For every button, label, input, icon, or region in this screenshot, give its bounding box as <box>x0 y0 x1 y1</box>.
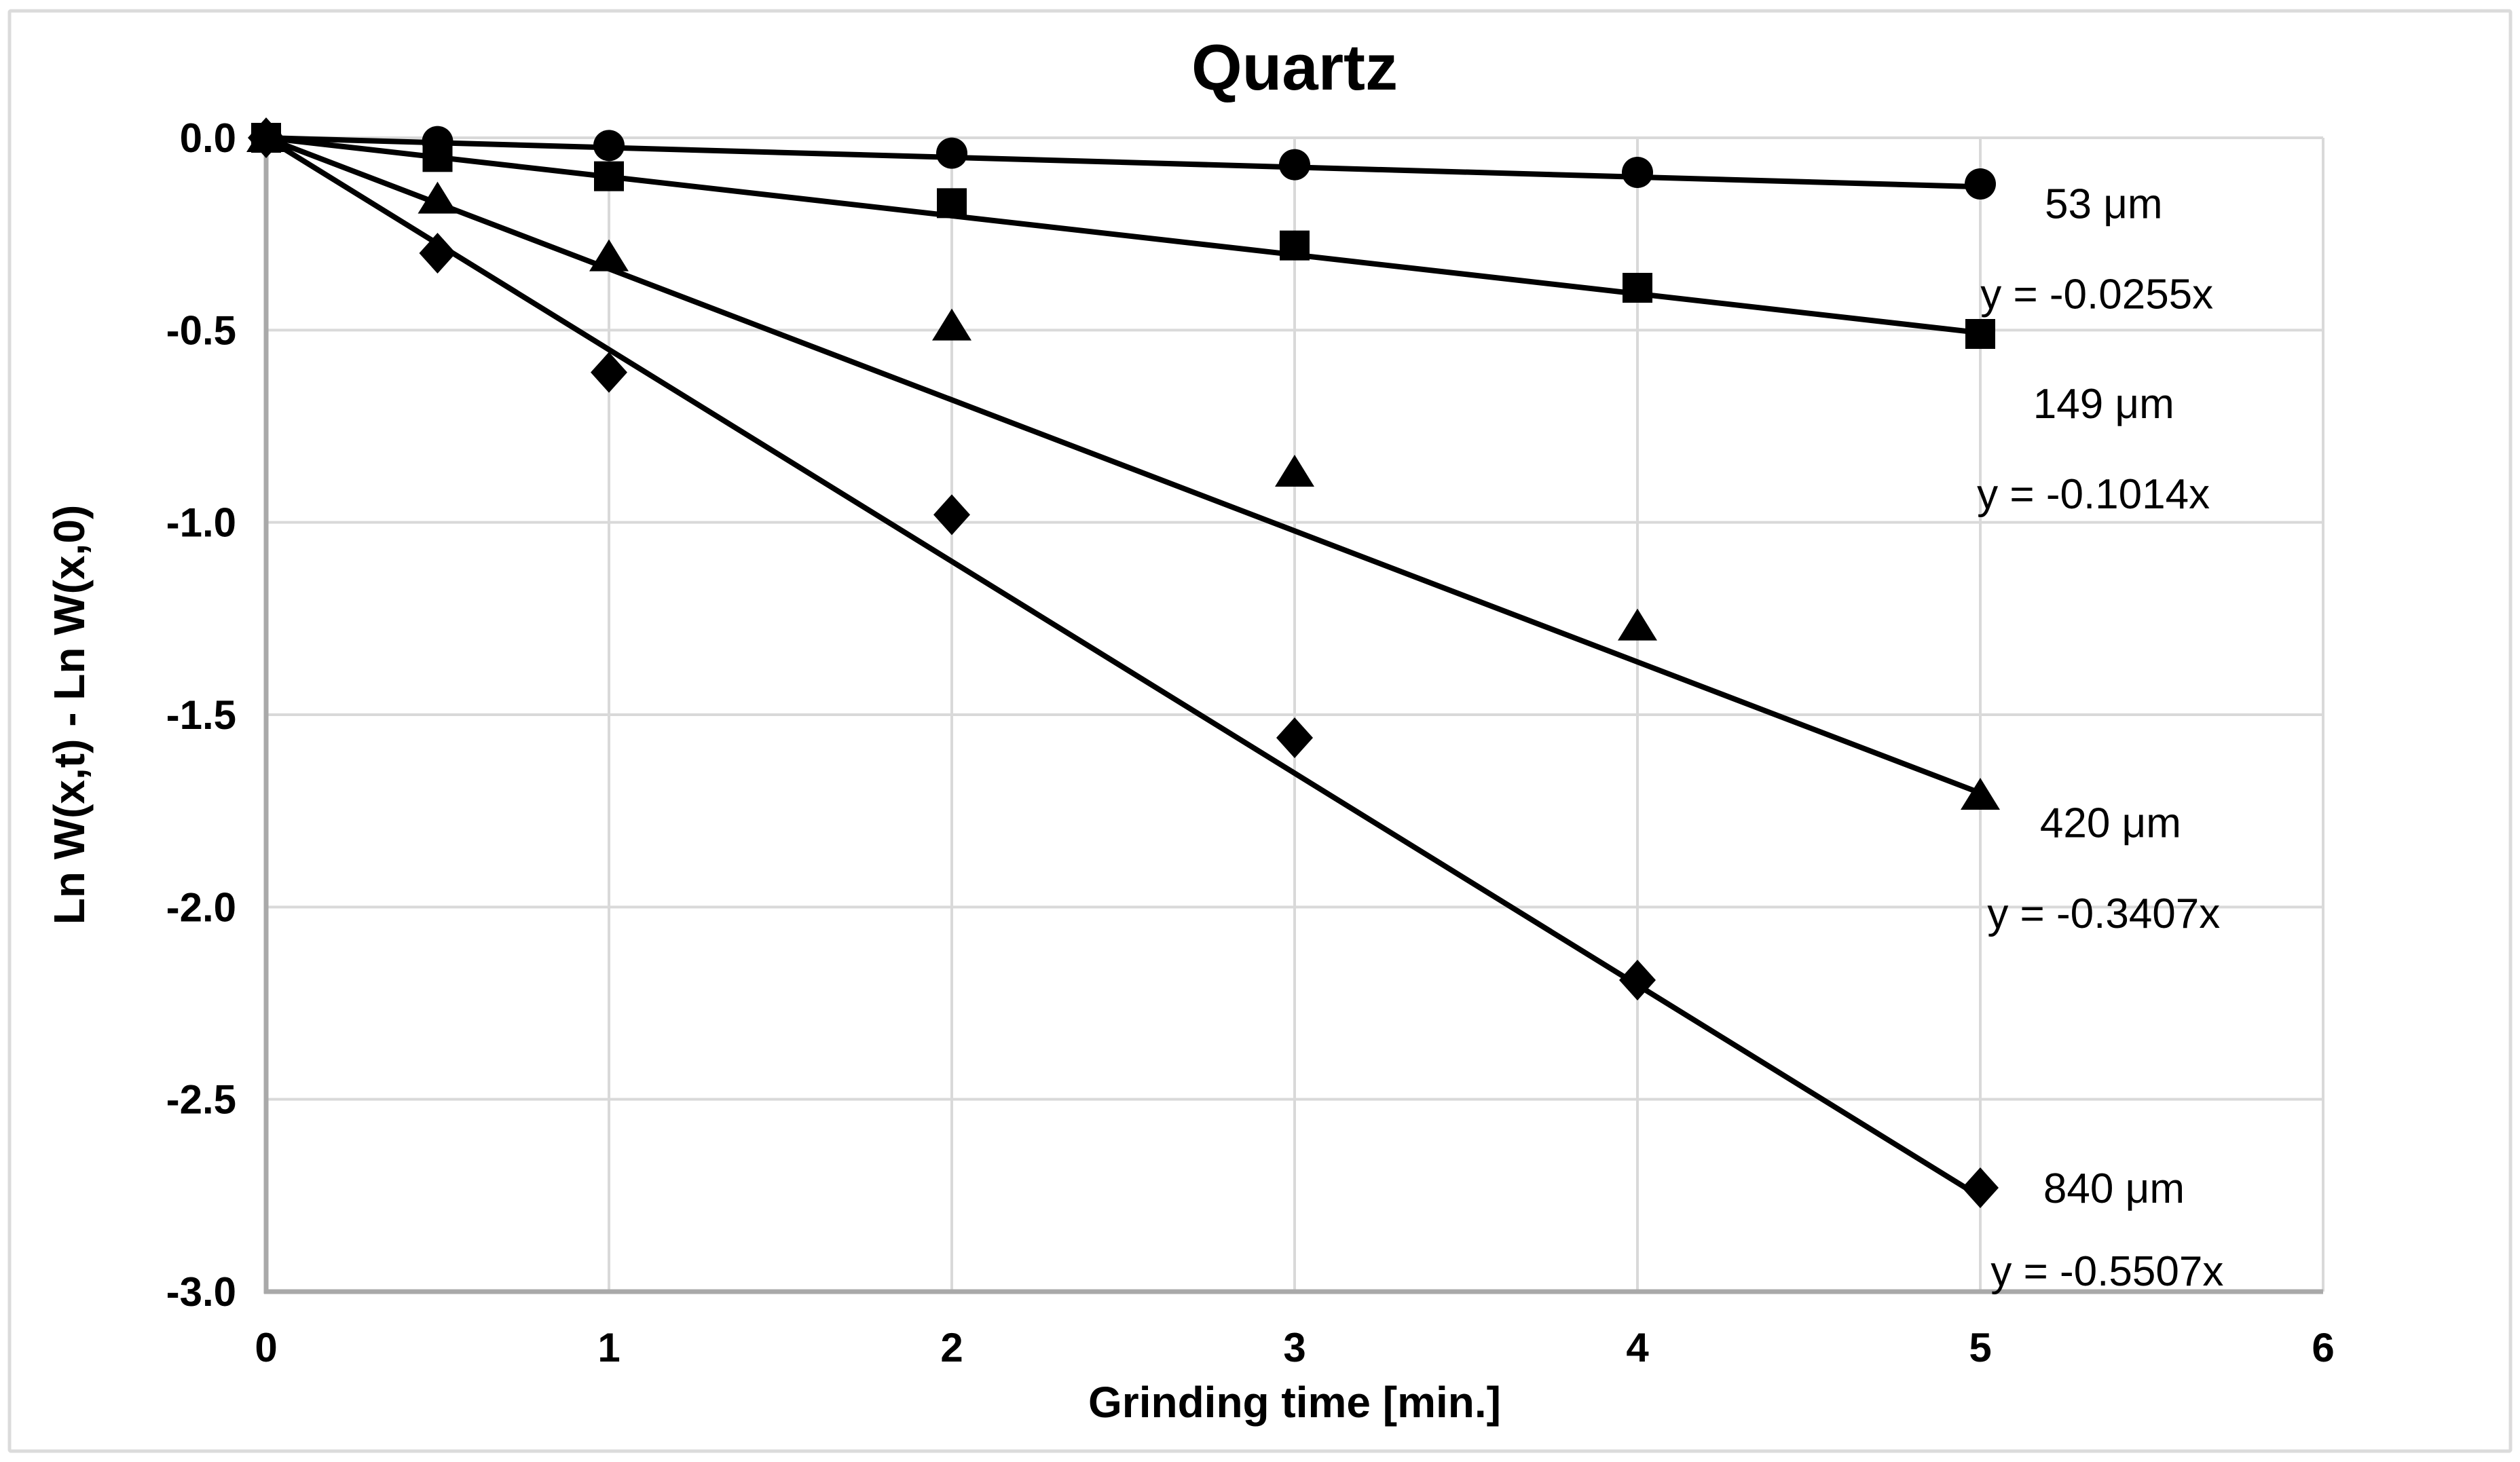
x-tick-label: 2 <box>940 1325 963 1370</box>
series-equation: y = -0.0255x <box>1980 271 2213 318</box>
circle-marker <box>593 130 625 162</box>
diamond-marker <box>248 117 284 158</box>
y-axis-title: Ln W(x,t) - Ln W(x,0) <box>45 504 94 925</box>
trend-line <box>263 135 1983 190</box>
x-tick-label: 1 <box>597 1325 620 1370</box>
square-marker <box>1965 319 1995 349</box>
series-label: 149 μm <box>2033 381 2174 428</box>
x-tick-label: 0 <box>255 1325 277 1370</box>
tick-labels: 0.0 -0.5 -1.0 -1.5 -2.0 -2.5 -3.0 0 1 2 3 4 5 6 <box>166 115 2335 1370</box>
triangle-marker <box>1275 455 1314 487</box>
y-tick-label: -3.0 <box>166 1269 236 1315</box>
diamond-marker <box>1962 1167 1999 1208</box>
x-axis-title: Grinding time [min.] <box>1088 1378 1501 1427</box>
series-840-m: 840 μm y = -0.5507x <box>248 117 2223 1295</box>
trend-line <box>263 135 1983 796</box>
y-tick-label: -2.0 <box>166 884 236 930</box>
square-marker <box>937 188 967 219</box>
triangle-marker <box>1618 608 1657 641</box>
series-149-m: 149 μm y = -0.1014x <box>251 123 2210 518</box>
y-tick-label: -0.5 <box>166 307 236 353</box>
series-label: 840 μm <box>2043 1165 2185 1212</box>
series-equation: y = -0.3407x <box>1987 891 2220 937</box>
triangle-marker <box>1961 778 2000 810</box>
trend-line <box>263 135 1983 1200</box>
x-tick-label: 3 <box>1283 1325 1305 1370</box>
y-tick-label: -1.5 <box>166 692 236 738</box>
circle-marker <box>1622 157 1653 188</box>
circle-marker <box>1279 149 1310 181</box>
y-tick-label: -2.5 <box>166 1077 236 1123</box>
series-label: 420 μm <box>2040 800 2181 847</box>
square-marker <box>594 161 624 191</box>
triangle-marker <box>589 239 629 271</box>
diamond-marker <box>1619 960 1656 1000</box>
circle-marker <box>1965 168 1996 200</box>
triangle-marker <box>418 181 458 214</box>
series-label: 53 μm <box>2045 181 2163 227</box>
diamond-marker <box>419 233 456 274</box>
y-tick-label: 0.0 <box>180 115 236 161</box>
figure-border <box>7 9 2513 1453</box>
series-equation: y = -0.5507x <box>1990 1248 2223 1295</box>
triangle-marker <box>932 308 971 341</box>
y-tick-label: -1.0 <box>166 500 236 546</box>
x-tick-label: 5 <box>1969 1325 1991 1370</box>
square-marker <box>422 142 453 172</box>
diamond-marker <box>933 494 970 536</box>
square-marker <box>1280 230 1310 261</box>
diamond-marker <box>1276 717 1313 758</box>
x-tick-label: 6 <box>2312 1325 2334 1370</box>
trend-line <box>263 135 1983 336</box>
x-tick-label: 4 <box>1626 1325 1649 1370</box>
series-equation: y = -0.1014x <box>1977 471 2210 518</box>
square-marker <box>1623 273 1652 303</box>
chart-title: Quartz <box>1191 31 1398 104</box>
circle-marker <box>936 137 967 169</box>
series-420-m: 420 μm y = -0.3407x <box>246 120 2220 937</box>
series-53-m: 53 μm y = -0.0255x <box>251 122 2213 318</box>
diamond-marker <box>591 352 627 393</box>
